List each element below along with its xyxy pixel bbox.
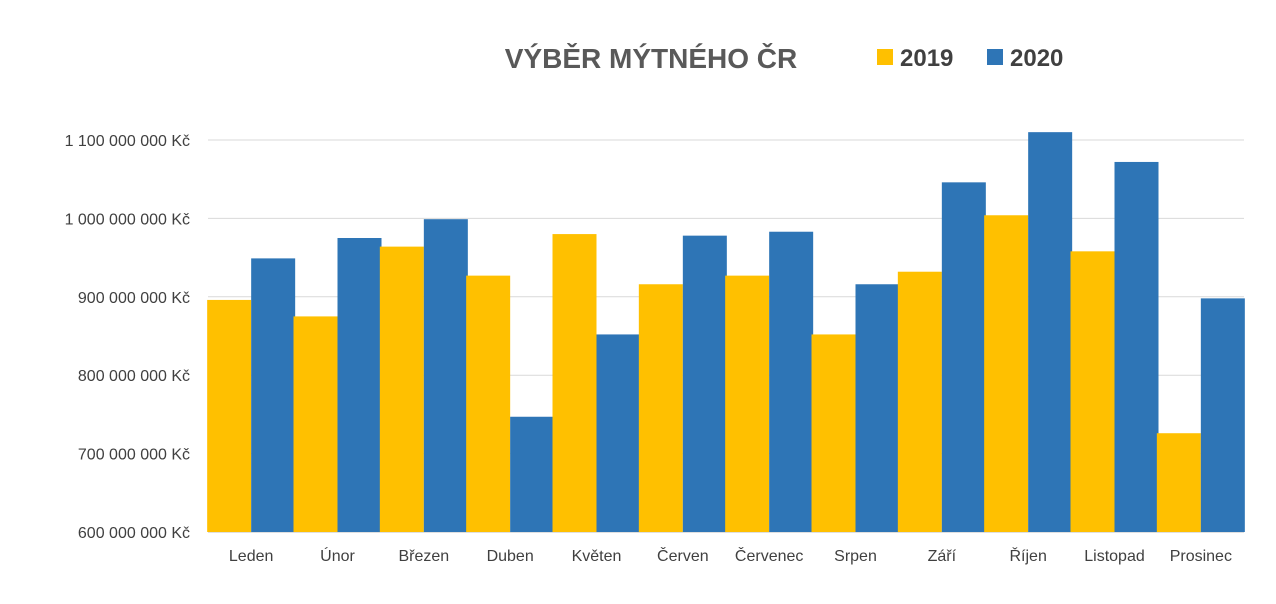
y-tick-label: 700 000 000 Kč (78, 447, 190, 464)
x-tick-label: Červenec (735, 546, 803, 565)
x-tick-label: Listopad (1084, 548, 1145, 565)
bar-2019-6 (638, 284, 683, 532)
bar-2020-1 (251, 258, 296, 532)
bar-2020-3 (423, 219, 468, 532)
x-tick-label: Duben (487, 548, 534, 565)
y-tick-label: 800 000 000 Kč (78, 368, 190, 385)
bar-2019-3 (379, 246, 424, 532)
x-tick-label: Leden (229, 548, 274, 565)
x-tick-label: Září (928, 548, 957, 565)
y-axis-ticks: 600 000 000 Kč 700 000 000 Kč 800 000 000 … (65, 133, 190, 542)
legend-swatch-2020 (987, 49, 1003, 65)
bar-2019-5 (552, 234, 597, 532)
bar-2020-12 (1200, 298, 1245, 532)
x-tick-label: Prosinec (1170, 548, 1232, 565)
y-tick-label: 1 100 000 000 Kč (65, 133, 190, 150)
legend: 2019 2020 (877, 45, 1063, 72)
bars (207, 132, 1245, 533)
x-tick-label: Červen (657, 546, 709, 565)
bar-2020-9 (941, 182, 986, 532)
bar-2019-8 (811, 334, 856, 532)
bar-2020-5 (596, 334, 641, 532)
y-tick-label: 900 000 000 Kč (78, 290, 190, 307)
chart-title: VÝBĚR MÝTNÉHO ČR (505, 42, 797, 74)
bar-2019-4 (466, 275, 511, 532)
x-tick-label: Srpen (834, 548, 877, 565)
bar-2019-9 (897, 271, 942, 532)
bar-2020-6 (682, 235, 727, 532)
x-tick-label: Březen (398, 548, 449, 565)
x-tick-label: Říjen (1009, 546, 1046, 565)
bar-2020-11 (1114, 161, 1159, 532)
x-axis-ticks: Leden Únor Březen Duben Květen Červen Červenec… (229, 546, 1232, 565)
x-tick-label: Únor (320, 546, 355, 565)
legend-label-2019: 2019 (900, 45, 953, 72)
bar-2020-8 (855, 284, 900, 532)
legend-swatch-2019 (877, 49, 893, 65)
legend-label-2020: 2020 (1010, 45, 1063, 72)
y-tick-label: 1 000 000 000 Kč (65, 211, 190, 228)
bar-2020-7 (769, 231, 814, 532)
bar-2020-4 (510, 416, 555, 532)
y-tick-label: 600 000 000 Kč (78, 525, 190, 542)
x-tick-label: Květen (572, 548, 622, 565)
bar-2019-10 (984, 215, 1029, 533)
bar-2019-7 (725, 275, 770, 532)
bar-2019-1 (207, 299, 252, 532)
bar-2020-10 (1028, 132, 1073, 532)
bar-2019-12 (1156, 433, 1201, 532)
bar-2019-11 (1070, 251, 1115, 532)
bar-2020-2 (337, 238, 382, 532)
bar-2019-2 (293, 316, 338, 532)
